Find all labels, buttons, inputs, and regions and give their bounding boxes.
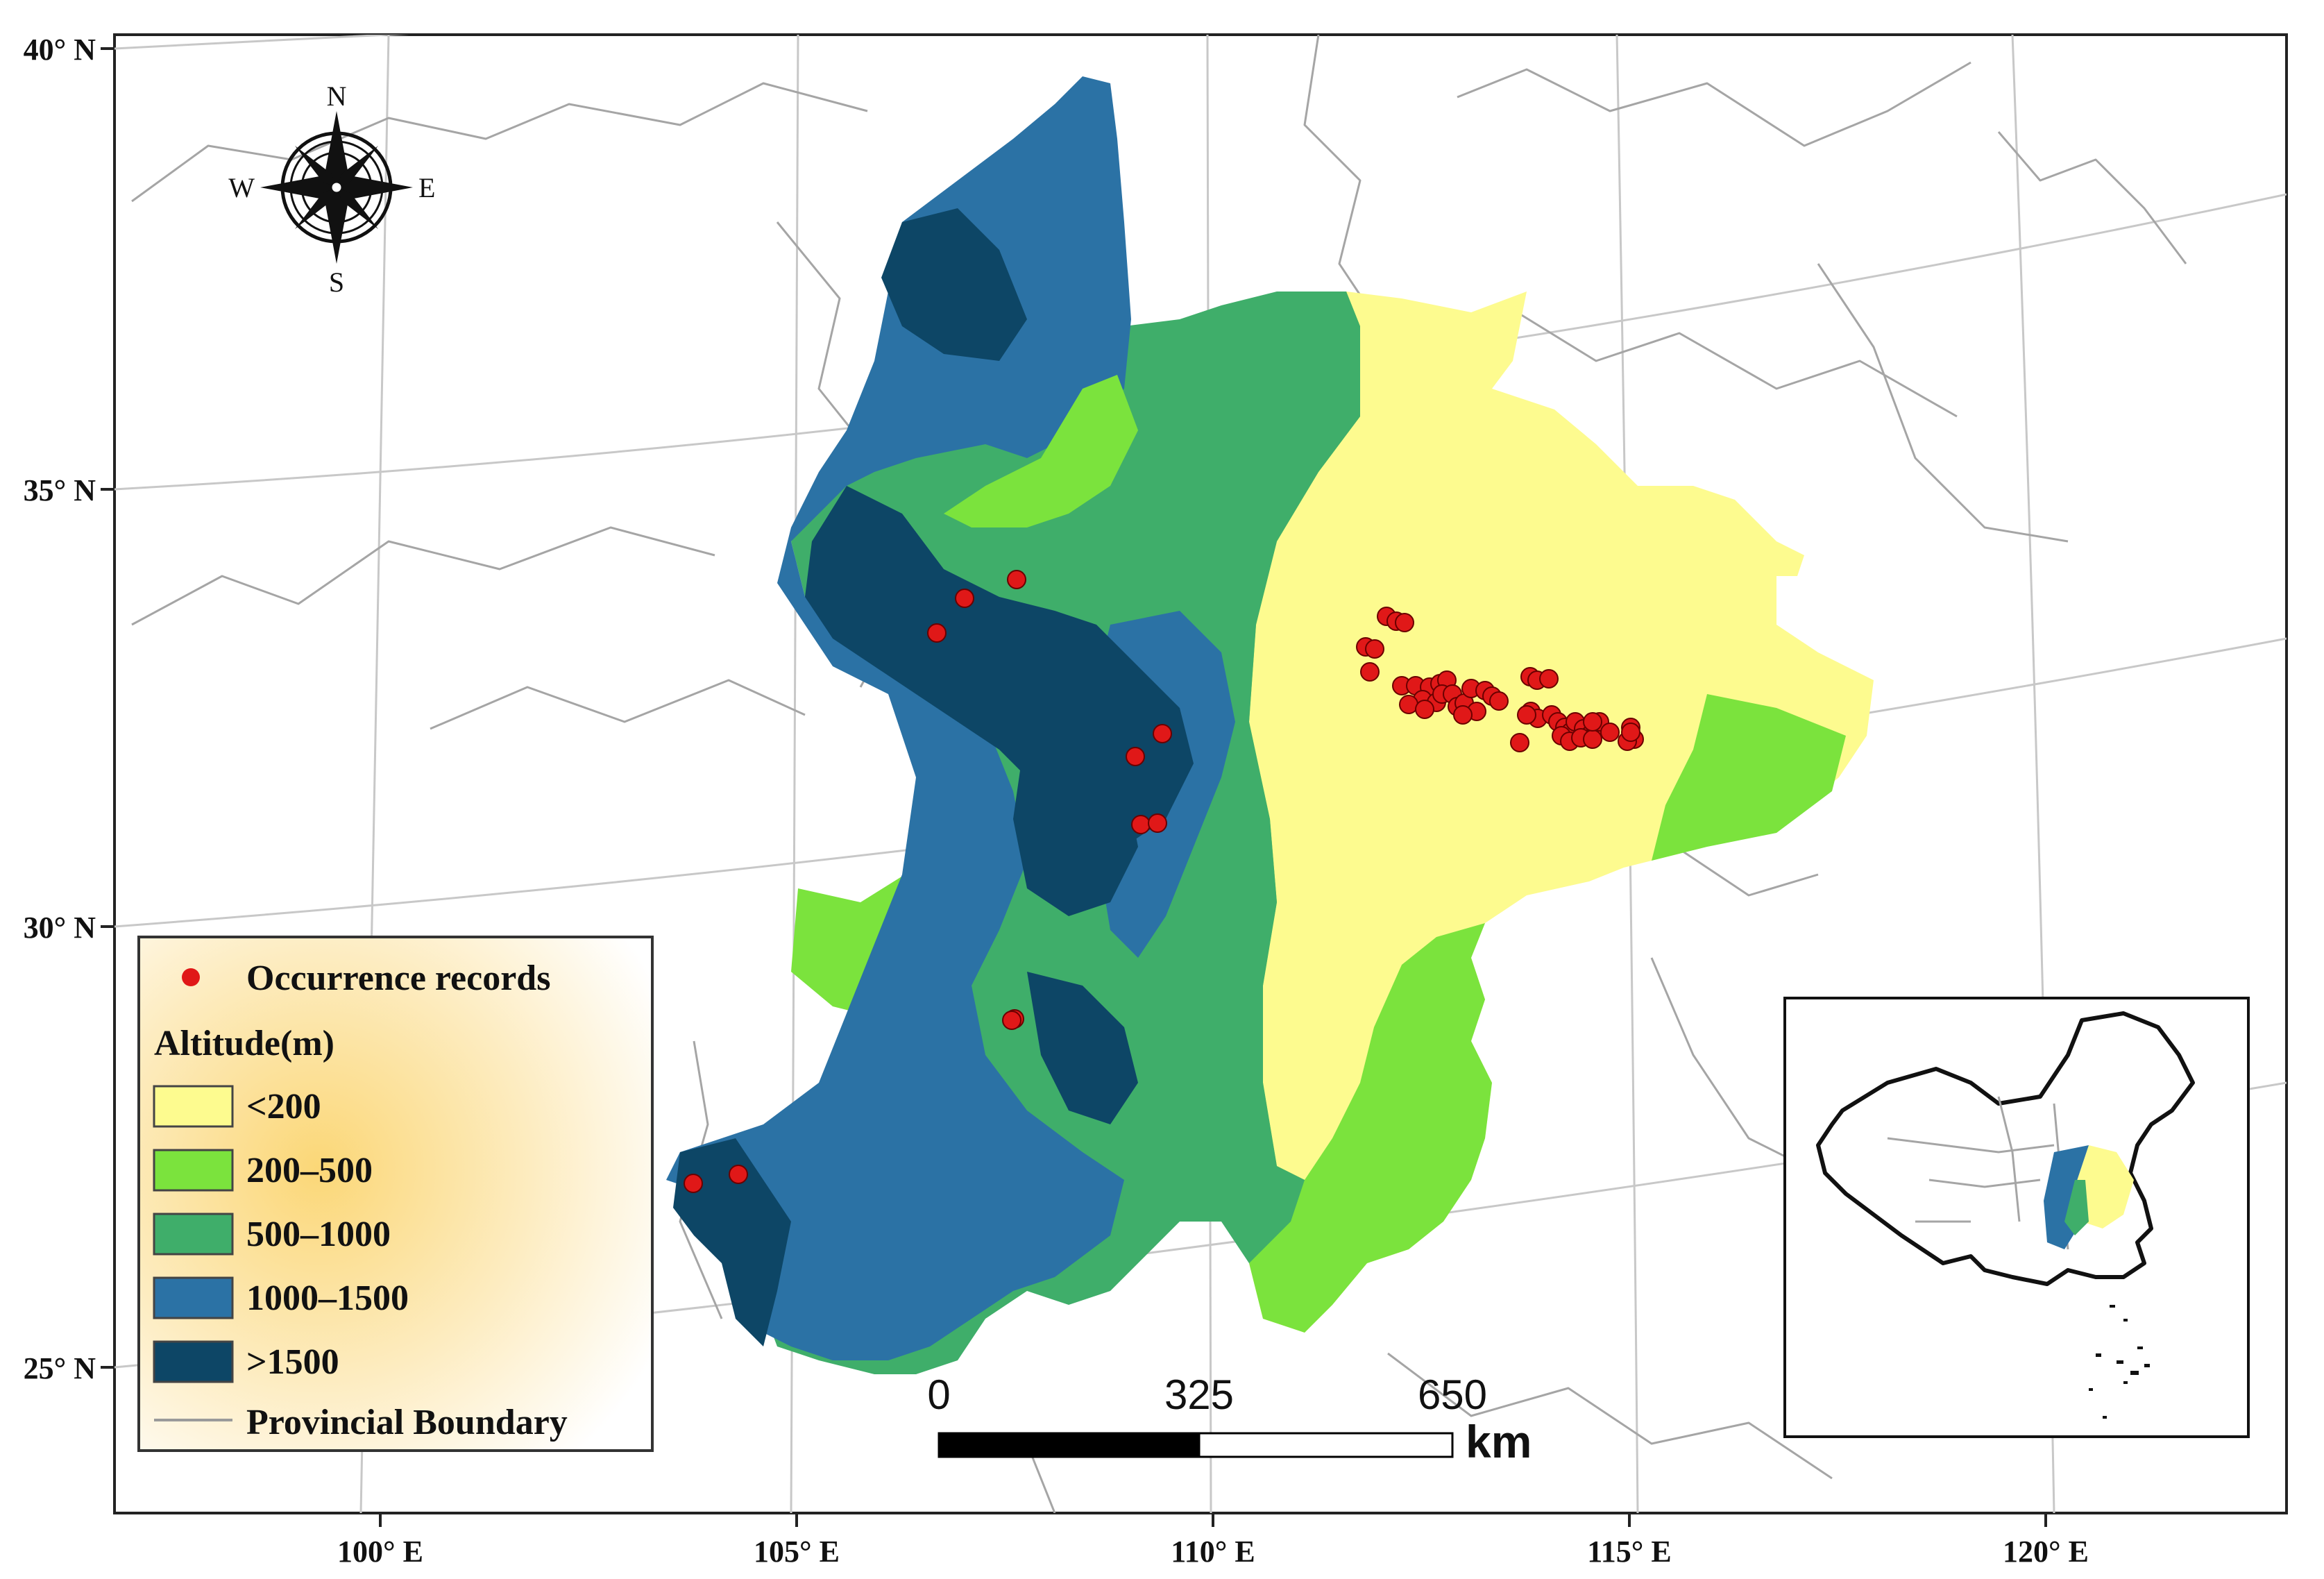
compass-rose: N S E W — [228, 81, 435, 298]
inset-china-outline — [1816, 1011, 2195, 1286]
inset-study-area-green — [2064, 1180, 2089, 1235]
occurrence-record-marker — [1489, 691, 1509, 711]
occurrence-record-marker — [1399, 695, 1418, 714]
occurrence-record-marker — [1148, 813, 1167, 833]
inset-province-lines — [1887, 1096, 2069, 1250]
inset-islands — [2089, 1305, 2150, 1419]
legend-boundary-label: Provincial Boundary — [246, 1403, 568, 1442]
legend-swatch-3 — [153, 1213, 234, 1256]
map-legend: Occurrence records Altitude(m) <200 200–5… — [137, 936, 654, 1452]
lat-label-25: 25° N — [24, 1351, 96, 1385]
occurrence-record-marker — [1621, 723, 1640, 742]
lon-label-115: 115° E — [1587, 1535, 1672, 1569]
occurrence-record-marker — [1415, 700, 1434, 719]
compass-e-label: E — [418, 172, 435, 203]
scale-label-0: 0 — [927, 1371, 950, 1418]
inset-china-map — [1783, 997, 2250, 1438]
lon-label-120: 120° E — [2003, 1535, 2089, 1569]
inset-study-area — [2075, 1145, 2134, 1228]
occurrence-record-marker — [1583, 729, 1602, 749]
lat-label-40: 40° N — [24, 33, 96, 67]
legend-class-label-1: <200 — [246, 1087, 321, 1126]
legend-swatch-4 — [153, 1276, 234, 1319]
occurrence-record-marker — [1007, 570, 1026, 589]
lon-label-105: 105° E — [754, 1535, 840, 1569]
occurrence-record-marker — [1539, 669, 1559, 689]
legend-occurrence-label: Occurrence records — [246, 959, 550, 998]
compass-n-label: N — [327, 81, 347, 112]
lat-label-35: 35° N — [24, 473, 96, 507]
occurrence-record-marker — [1153, 724, 1172, 743]
occurrence-record-marker — [729, 1165, 748, 1184]
lat-label-30: 30° N — [24, 911, 96, 945]
altitude-200-500-north-patch — [944, 375, 1138, 527]
altitude-1000-1500-region — [666, 76, 1131, 1360]
longitude-axis: 100° E 105° E 110° E 115° E 120° E — [337, 1513, 2089, 1569]
occurrence-record-marker — [1360, 662, 1380, 682]
legend-class-label-2: 200–500 — [246, 1151, 373, 1190]
legend-occurrence-symbol — [182, 968, 200, 986]
legend-class-label-5: >1500 — [246, 1342, 339, 1382]
legend-swatch-1 — [153, 1085, 234, 1128]
occurrence-points — [684, 570, 1644, 1193]
occurrence-record-marker — [1453, 705, 1473, 725]
occurrence-record-marker — [927, 623, 947, 643]
legend-class-label-4: 1000–1500 — [246, 1278, 409, 1318]
occurrence-record-marker — [1517, 705, 1536, 725]
compass-s-label: S — [329, 267, 344, 298]
occurrence-record-marker — [1583, 712, 1602, 732]
altitude-gt1500-region — [673, 208, 1194, 1346]
lon-label-110: 110° E — [1171, 1535, 1255, 1569]
occurrence-record-marker — [684, 1174, 703, 1193]
latitude-axis: 40° N 35° N 30° N 25° N — [24, 33, 114, 1385]
occurrence-record-marker — [955, 589, 974, 608]
occurrence-record-marker — [1126, 747, 1145, 766]
occurrence-record-marker — [1002, 1011, 1021, 1030]
legend-altitude-title: Altitude(m) — [154, 1024, 334, 1063]
scale-unit-km: km — [1466, 1416, 1532, 1467]
scale-bar: 0 325 650 km — [927, 1371, 1532, 1467]
occurrence-record-marker — [1131, 815, 1151, 834]
scale-label-650: 650 — [1418, 1371, 1487, 1418]
occurrence-record-marker — [1510, 733, 1529, 752]
lon-label-100: 100° E — [337, 1535, 423, 1569]
legend-altitude-classes: <200 200–500 500–1000 1000–1500 >1500 — [153, 1085, 409, 1383]
legend-class-label-3: 500–1000 — [246, 1215, 391, 1254]
occurrence-record-marker — [1365, 639, 1384, 659]
occurrence-record-marker — [1600, 723, 1620, 742]
occurrence-record-marker — [1395, 613, 1414, 632]
scale-label-325: 325 — [1164, 1371, 1234, 1418]
legend-swatch-5 — [153, 1340, 234, 1383]
legend-swatch-2 — [153, 1149, 234, 1192]
compass-w-label: W — [228, 172, 255, 203]
